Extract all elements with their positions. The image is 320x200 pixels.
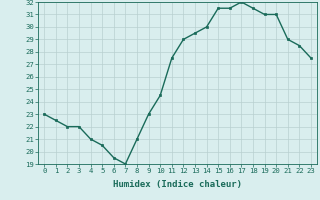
X-axis label: Humidex (Indice chaleur): Humidex (Indice chaleur)	[113, 180, 242, 189]
